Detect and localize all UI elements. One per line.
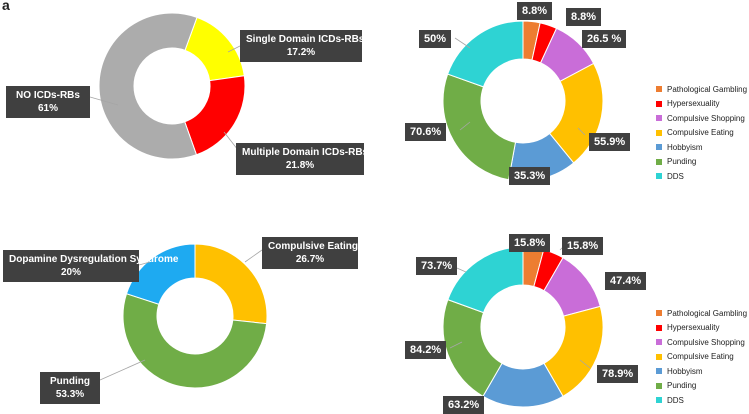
- legend-item: Compulsive Eating: [656, 126, 747, 141]
- swatch-eating: [656, 129, 662, 136]
- swatch-eating: [656, 353, 662, 360]
- leader-line: [454, 37, 471, 49]
- slice-dopamine-dysregulation-syndrome: [125, 243, 196, 305]
- legend-item: Hypersexuality: [656, 97, 747, 112]
- legend-label: Compulsive Shopping: [667, 113, 745, 123]
- legend-label: Compulsive Eating: [667, 128, 734, 138]
- legend-item: DDS: [656, 393, 747, 408]
- legend-label: Punding: [667, 157, 697, 167]
- pct-bottom-gambling: 15.8%: [509, 234, 551, 252]
- legend-item: Compulsive Shopping: [656, 335, 747, 350]
- legend-item: Pathological Gambling: [656, 306, 747, 321]
- label-punding: Punding 53.3%: [40, 372, 100, 404]
- leader-line: [99, 359, 146, 381]
- legend-label: Hobbyism: [667, 366, 703, 376]
- pct-top-punding: 70.6%: [405, 123, 447, 141]
- pct-bottom-eating: 78.9%: [597, 365, 639, 383]
- pct-top-gambling: 8.8%: [517, 2, 553, 20]
- legend-label: Compulsive Shopping: [667, 337, 745, 347]
- legend-item: Compulsive Shopping: [656, 111, 747, 126]
- legend-item: Hypersexuality: [656, 321, 747, 336]
- legend-label: DDS: [667, 395, 684, 405]
- swatch-dds: [656, 173, 662, 180]
- legend-label: Hypersexuality: [667, 323, 720, 333]
- swatch-gambling: [656, 310, 662, 317]
- panel-letter: a: [2, 0, 10, 13]
- leader-line: [227, 44, 243, 53]
- swatch-hobbyism: [656, 144, 662, 151]
- pct-top-eating: 55.9%: [589, 133, 631, 151]
- slice-dds: [447, 246, 524, 314]
- legend-bottom: Pathological Gambling Hypersexuality Com…: [656, 306, 747, 408]
- legend-label: Hypersexuality: [667, 99, 720, 109]
- legend-label: Pathological Gambling: [667, 84, 748, 94]
- swatch-punding: [656, 158, 662, 165]
- swatch-hypersexuality: [656, 100, 662, 107]
- leader-line: [89, 96, 119, 106]
- leader-line: [223, 131, 239, 151]
- label-single-domain: Single Domain ICDs-RBs 17.2%: [240, 30, 364, 62]
- swatch-hypersexuality: [656, 324, 662, 331]
- swatch-shopping: [656, 339, 662, 346]
- label-dds: Dopamine Dysregulation Syndrome 20%: [3, 250, 178, 282]
- swatch-hobbyism: [656, 368, 662, 375]
- legend-label: Punding: [667, 381, 697, 391]
- legend-item: Compulsive Eating: [656, 350, 747, 365]
- leader-line: [579, 359, 591, 369]
- leader-line: [459, 121, 471, 131]
- leader-line: [577, 127, 586, 136]
- label-compulsive-eating: Compulsive Eating 26.7%: [262, 237, 358, 269]
- swatch-gambling: [656, 86, 662, 93]
- slice-punding: [122, 293, 268, 389]
- legend-item: Hobbyism: [656, 364, 747, 379]
- legend-item: Punding: [656, 379, 747, 394]
- pct-top-dds: 50%: [419, 30, 452, 48]
- slice-compulsive-eating: [194, 243, 268, 325]
- pct-bottom-dds: 73.7%: [416, 257, 458, 275]
- swatch-punding: [656, 382, 662, 389]
- pct-bottom-punding: 84.2%: [405, 341, 447, 359]
- pct-bottom-hobbyism: 63.2%: [443, 396, 485, 414]
- label-no-icds: NO ICDs-RBs 61%: [6, 86, 90, 118]
- pct-bottom-hypersexuality: 15.8%: [562, 237, 604, 255]
- leader-line: [244, 249, 263, 263]
- leader-line: [449, 341, 463, 349]
- leader-line: [138, 261, 151, 266]
- legend-item: DDS: [656, 169, 747, 184]
- pct-top-hobbyism: 35.3%: [509, 167, 551, 185]
- legend-item: Pathological Gambling: [656, 82, 747, 97]
- legend-top: Pathological Gambling Hypersexuality Com…: [656, 82, 747, 184]
- pct-top-shopping: 26.5 %: [582, 30, 627, 48]
- swatch-dds: [656, 397, 662, 404]
- legend-item: Hobbyism: [656, 140, 747, 155]
- legend-label: Hobbyism: [667, 142, 703, 152]
- legend-label: Pathological Gambling: [667, 308, 748, 318]
- legend-label: Compulsive Eating: [667, 352, 734, 362]
- slice-punding: [442, 73, 517, 181]
- legend-label: DDS: [667, 171, 684, 181]
- label-multiple-domain: Multiple Domain ICDs-RBs 21.8%: [236, 143, 368, 175]
- swatch-shopping: [656, 115, 662, 122]
- legend-item: Punding: [656, 155, 747, 170]
- slice-no-icds-rbs: [98, 12, 198, 160]
- slice-dds: [447, 20, 524, 88]
- pct-bottom-shopping: 47.4%: [605, 272, 647, 290]
- pct-top-hypersexuality: 8.8%: [566, 8, 602, 26]
